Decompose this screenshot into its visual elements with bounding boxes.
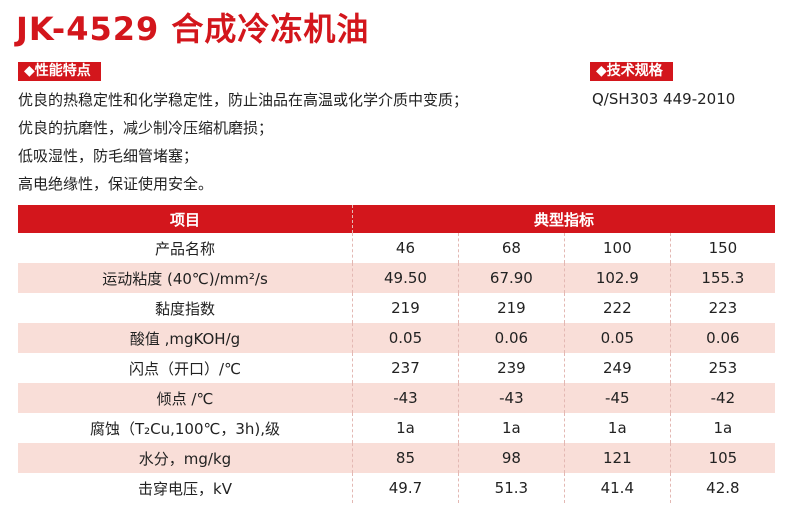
table-row: 运动粘度 (40℃)/mm²/s 49.50 67.90 102.9 155.3 [18, 263, 775, 293]
table-cell: 219 [457, 293, 565, 323]
feature-line: 优良的热稳定性和化学稳定性，防止油品在高温或化学介质中变质； [18, 91, 469, 109]
table-cell: 腐蚀（T₂Cu,100℃，3h),级 [89, 419, 281, 438]
table-cell: -43 [352, 383, 459, 413]
header-row: 项目 典型指标 [18, 205, 775, 233]
table-cell: 1a [457, 413, 565, 443]
table-cell: 0.05 [352, 323, 459, 353]
table-cell: -42 [669, 383, 775, 413]
table-cell: 闪点（开口）/℃ [129, 359, 241, 378]
table-cell: 倾点 /℃ [18, 383, 353, 413]
table-cell: 1a [563, 413, 671, 443]
table-cell: 121 [563, 443, 671, 473]
table-cell: 42.8 [669, 473, 775, 503]
table-cell: 150 [669, 233, 775, 263]
table-cell: 100 [563, 233, 671, 263]
table-cell: 219 [352, 293, 459, 323]
table-cell: 水分，mg/kg [18, 443, 353, 473]
table-row: 产品名称 46 68 100 150 [18, 233, 775, 263]
table-cell: 击穿电压，kV [138, 479, 232, 498]
table-cell: 产品名称 [154, 239, 215, 258]
section-label: ◆性能特点 [18, 62, 101, 81]
table-cell: 49.50 [352, 263, 459, 293]
table-cell: 105 [669, 443, 775, 473]
table-cell: 222 [563, 293, 671, 323]
table-cell: 0.05 [563, 323, 671, 353]
table-cell: 67.90 [457, 263, 565, 293]
table-row: 酸值 ,mgKOH/g 0.05 0.06 0.05 0.06 [18, 323, 775, 353]
table-cell: 黏度指数 [154, 299, 215, 318]
feature-line: 高电绝缘性，保证使用安全。 [18, 175, 214, 193]
section-label: ◆技术规格 [590, 62, 673, 81]
table-cell: 41.4 [563, 473, 671, 503]
table-cell: 223 [669, 293, 775, 323]
table-cell: 85 [352, 443, 459, 473]
table-cell: 酸值 ,mgKOH/g [18, 323, 353, 353]
table-cell: 0.06 [457, 323, 565, 353]
table-cell: 98 [457, 443, 565, 473]
table-row: 黏度指数 219 219 222 223 [18, 293, 775, 323]
table-row: 击穿电压，kV 49.7 51.3 41.4 42.8 [18, 473, 775, 503]
table-cell: 51.3 [457, 473, 565, 503]
table-cell: 155.3 [669, 263, 775, 293]
table-cell: -45 [563, 383, 671, 413]
table-row: 腐蚀（T₂Cu,100℃，3h),级 1a 1a 1a 1a [18, 413, 775, 443]
spec-text: Q/SH303 449-2010 [592, 90, 736, 108]
table-cell: 253 [669, 353, 775, 383]
feature-line: 低吸湿性，防毛细管堵塞； [18, 147, 199, 165]
title: JK-4529 合成冷冻机油 [16, 10, 370, 48]
table-cell: 1a [352, 413, 459, 443]
table-row: 闪点（开口）/℃ 237 239 249 253 [18, 353, 775, 383]
header-cell: 典型指标 [352, 205, 775, 233]
table-cell: 1a [669, 413, 775, 443]
table-cell: 49.7 [352, 473, 459, 503]
table-cell: 102.9 [563, 263, 671, 293]
table-cell: 运动粘度 (40℃)/mm²/s [18, 263, 353, 293]
feature-line: 优良的抗磨性，减少制冷压缩机磨损； [18, 119, 274, 137]
table-cell: 0.06 [669, 323, 775, 353]
table-row: 倾点 /℃ -43 -43 -45 -42 [18, 383, 775, 413]
table-cell: 46 [352, 233, 459, 263]
table-cell: -43 [457, 383, 565, 413]
table-row: 水分，mg/kg 85 98 121 105 [18, 443, 775, 473]
table-cell: 68 [457, 233, 565, 263]
header-cell: 项目 [18, 205, 353, 233]
table-cell: 249 [563, 353, 671, 383]
spec-table: 项目 典型指标 产品名称 46 68 100 150 运动粘度 (40℃)/mm²/s 49… [18, 205, 775, 503]
table-cell: 239 [457, 353, 565, 383]
table-cell: 237 [352, 353, 459, 383]
